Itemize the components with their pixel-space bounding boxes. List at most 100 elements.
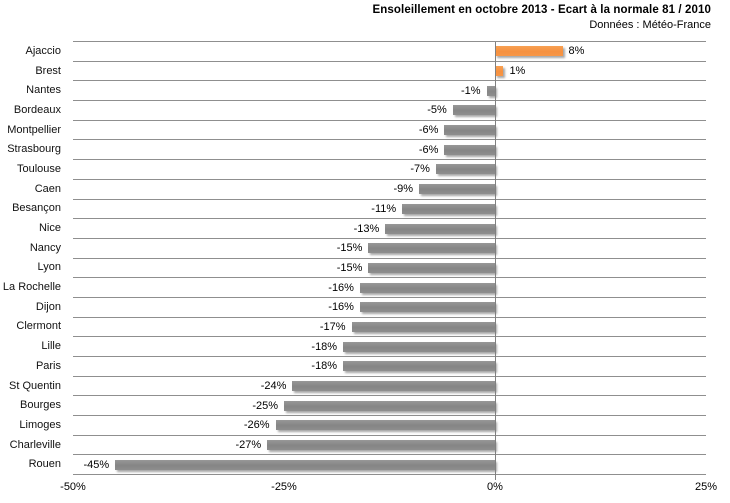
bar-negative <box>275 420 495 431</box>
category-label: Nancy <box>29 241 61 254</box>
chart-row: -7% <box>73 160 706 180</box>
value-label: -6% <box>418 124 439 137</box>
category-label: St Quentin <box>9 379 61 392</box>
bar-negative <box>115 459 495 470</box>
chart-row: -6% <box>73 140 706 161</box>
value-label: -9% <box>393 183 414 196</box>
bar-negative <box>444 144 495 155</box>
chart-row: 1% <box>73 62 706 82</box>
bar-positive <box>495 46 563 57</box>
value-label: -16% <box>328 301 354 314</box>
category-label: Toulouse <box>16 162 61 175</box>
category-label: Bourges <box>20 399 61 412</box>
category-label: La Rochelle <box>2 281 61 294</box>
chart-row: -27% <box>73 436 706 456</box>
value-label: -45% <box>83 458 110 471</box>
bar-negative <box>435 164 495 175</box>
x-tick-label: 25% <box>694 481 718 493</box>
value-label: -27% <box>235 439 262 452</box>
category-label: Lyon <box>37 261 61 274</box>
bar-negative <box>343 361 495 372</box>
chart-row: -11% <box>73 200 706 220</box>
chart-row: 8% <box>73 42 706 62</box>
chart-row: -5% <box>73 101 706 121</box>
category-label: Besançon <box>12 202 61 215</box>
category-label: Montpellier <box>7 123 61 136</box>
x-tick-label: -25% <box>271 481 297 493</box>
plot-area: 8% 1% -1% -5% -6% -6% -7% -9% -11% -13% -15% -15% -1… <box>73 41 706 480</box>
value-label: -1% <box>461 84 481 97</box>
value-label: -25% <box>252 399 278 412</box>
value-label: -7% <box>410 163 430 176</box>
value-label: -16% <box>328 281 354 294</box>
chart-title: Ensoleillement en octobre 2013 - Ecart à… <box>372 4 711 16</box>
zero-axis-line <box>495 42 496 480</box>
bar-negative <box>402 203 495 214</box>
bar-negative <box>343 341 495 352</box>
category-label: Dijon <box>35 300 61 313</box>
chart-row: -6% <box>73 121 706 141</box>
value-label: 1% <box>509 65 526 78</box>
bar-negative <box>444 125 495 136</box>
category-label: Caen <box>34 182 61 195</box>
chart-row: -16% <box>73 278 706 298</box>
value-label: -5% <box>427 104 447 117</box>
x-tick-label: 0% <box>487 481 503 493</box>
bar-negative <box>385 223 495 234</box>
category-label: Rouen <box>28 458 61 471</box>
bar-negative <box>284 400 495 411</box>
category-label: Paris <box>35 359 61 372</box>
bar-negative <box>351 321 495 332</box>
value-label: -11% <box>371 202 397 215</box>
chart-row: -18% <box>73 337 706 357</box>
chart-row: -25% <box>73 396 706 417</box>
category-axis: Ajaccio Brest Nantes Bordeaux Montpellier Str… <box>0 41 67 474</box>
chart-header: Ensoleillement en octobre 2013 - Ecart à… <box>373 3 711 33</box>
chart-row: -15% <box>73 239 706 259</box>
bar-negative <box>267 440 495 451</box>
value-axis: -50% -25% 0% 25% <box>60 481 717 497</box>
chart-row: -1% <box>73 81 706 102</box>
bar-negative <box>359 282 495 293</box>
value-label: 8% <box>568 45 585 58</box>
chart-row: -15% <box>73 259 706 279</box>
value-label: -13% <box>353 222 380 235</box>
bar-negative <box>486 85 495 96</box>
value-label: -17% <box>319 320 346 333</box>
chart-row: -24% <box>73 377 706 397</box>
category-label: Ajaccio <box>25 44 61 57</box>
bar-negative <box>368 243 495 254</box>
chart-subtitle: Données : Météo-France <box>589 19 711 31</box>
value-label: -6% <box>418 143 439 156</box>
category-label: Clermont <box>16 320 61 333</box>
chart-row: -9% <box>73 180 706 200</box>
category-label: Nantes <box>26 84 61 97</box>
value-label: -24% <box>260 380 287 393</box>
bar-negative <box>419 184 495 195</box>
category-label: Limoges <box>19 418 61 431</box>
value-label: -15% <box>336 242 363 255</box>
chart-row: -16% <box>73 298 706 318</box>
category-label: Brest <box>35 64 61 77</box>
category-label: Charleville <box>9 438 61 451</box>
chart-row: -26% <box>73 416 706 436</box>
chart-row: -17% <box>73 318 706 338</box>
bar-negative <box>292 381 495 392</box>
value-label: -26% <box>243 419 270 432</box>
x-tick-label: -50% <box>60 481 86 493</box>
value-label: -18% <box>311 360 338 373</box>
bar-negative <box>359 302 495 313</box>
bar-negative <box>452 105 495 116</box>
chart-row: -45% <box>73 455 706 476</box>
category-label: Bordeaux <box>13 103 61 116</box>
bar-negative <box>368 262 495 273</box>
category-label: Lille <box>41 340 61 353</box>
value-label: -15% <box>336 261 363 274</box>
bar-positive <box>495 66 504 77</box>
chart-row: -18% <box>73 357 706 377</box>
chart-row: -13% <box>73 219 706 239</box>
category-label: Strasbourg <box>7 143 61 156</box>
category-label: Nice <box>38 222 61 235</box>
value-label: -18% <box>311 340 338 353</box>
